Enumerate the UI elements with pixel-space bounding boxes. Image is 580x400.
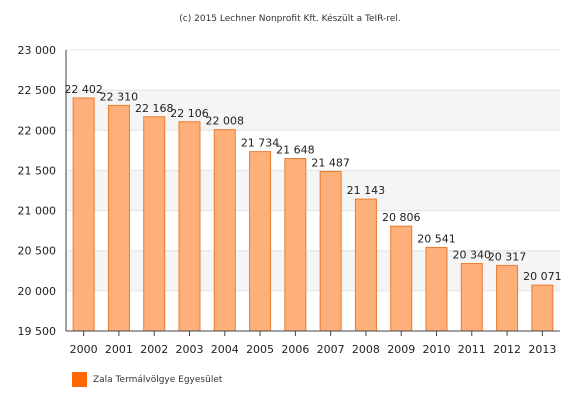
data-label: 22 008 [206,115,245,128]
data-label: 21 648 [276,144,315,157]
x-tick-label: 2012 [493,343,521,356]
legend[interactable]: Zala Termálvölgye Egyesület [72,372,222,387]
x-tick-label: 2006 [281,343,309,356]
bar[interactable] [531,284,554,332]
x-tick-label: 2002 [140,343,168,356]
bar[interactable] [143,116,166,332]
data-label: 21 143 [347,184,386,197]
y-tick-label: 22 000 [18,124,57,137]
y-tick-label: 23 000 [18,44,57,57]
legend-swatch [72,372,87,387]
x-tick-label: 2008 [352,343,380,356]
data-label: 20 806 [382,211,421,224]
legend-label: Zala Termálvölgye Egyesület [93,374,223,385]
bar[interactable] [178,121,201,332]
bar[interactable] [354,198,377,332]
y-tick-label: 20 000 [18,285,57,298]
data-label: 20 541 [417,232,456,245]
data-label: 22 310 [100,90,139,103]
x-tick-label: 2009 [387,343,415,356]
data-label: 20 340 [453,249,492,262]
x-tick-label: 2010 [423,343,451,356]
x-tick-label: 2001 [105,343,133,356]
x-tick-label: 2005 [246,343,274,356]
bar[interactable] [213,129,236,332]
y-tick-label: 20 500 [18,245,57,258]
x-tick-label: 2000 [70,343,98,356]
data-label: 22 168 [135,102,174,115]
x-tick-label: 2004 [211,343,239,356]
data-label: 22 106 [170,107,209,120]
bar[interactable] [319,170,342,332]
bar[interactable] [390,225,413,332]
y-tick-label: 21 500 [18,164,57,177]
bar[interactable] [496,264,519,332]
data-label: 20 071 [523,270,562,283]
x-tick-label: 2003 [176,343,204,356]
y-tick-label: 19 500 [18,325,57,338]
bar[interactable] [249,151,272,332]
y-tick-label: 21 000 [18,205,57,218]
bar[interactable] [107,104,130,332]
data-label: 21 487 [311,156,350,169]
bar[interactable] [460,263,483,332]
bar[interactable] [284,158,307,332]
credit-text: (c) 2015 Lechner Nonprofit Kft. Készült … [179,14,401,24]
bar[interactable] [425,246,448,332]
y-tick-label: 22 500 [18,84,57,97]
bar[interactable] [72,97,95,332]
data-label: 21 734 [241,137,280,150]
x-tick-label: 2011 [458,343,486,356]
plot-band [66,170,560,211]
data-label: 20 317 [488,250,527,263]
data-label: 22 402 [64,83,103,96]
x-tick-label: 2013 [528,343,556,356]
x-tick-label: 2007 [317,343,345,356]
